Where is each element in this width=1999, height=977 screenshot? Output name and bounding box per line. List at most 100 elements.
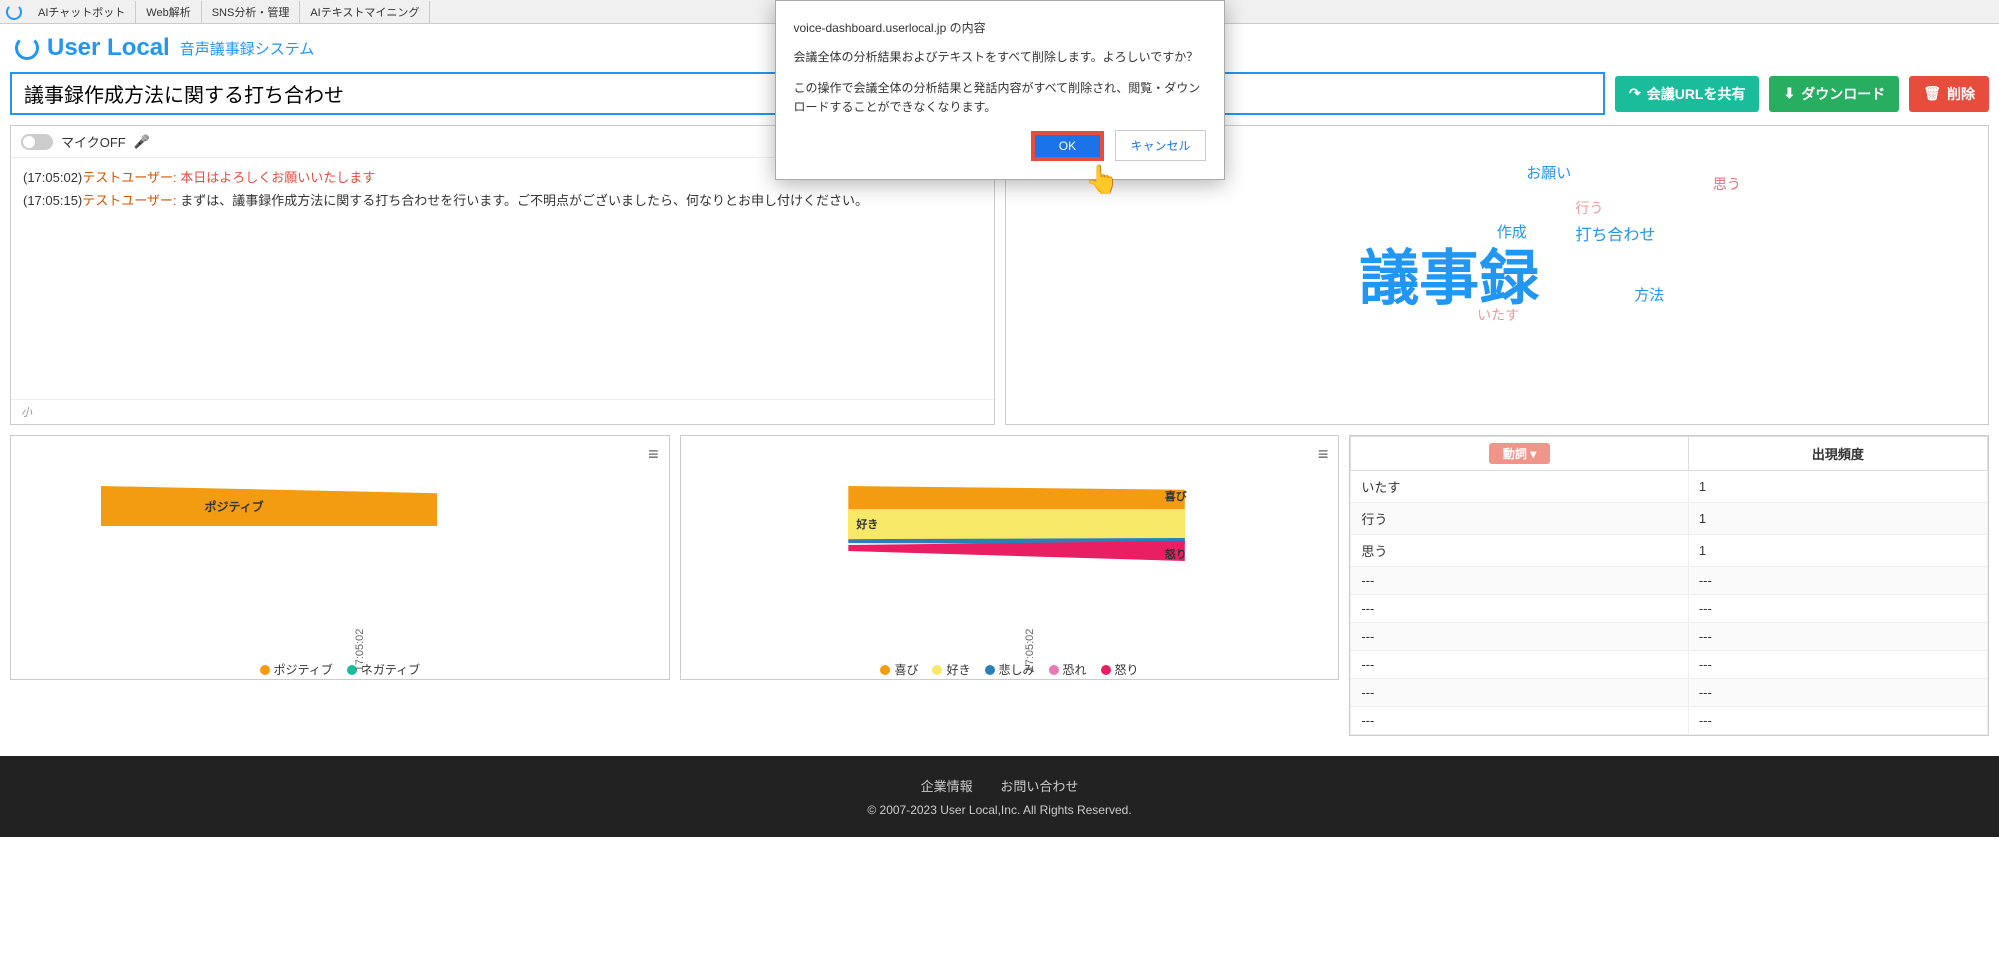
- dialog-domain: voice-dashboard.userlocal.jp の内容: [794, 19, 1206, 36]
- legend-dot: [932, 665, 942, 675]
- topnav-item-textmining[interactable]: AIテキストマイニング: [300, 1, 430, 23]
- count-cell: ---: [1688, 623, 1987, 651]
- brand-subtitle: 音声議事録システム: [180, 38, 315, 59]
- legend-label: 怒り: [1115, 661, 1139, 678]
- verb-cell: ---: [1351, 707, 1688, 735]
- dialog-buttons: OK 👆 キャンセル: [794, 130, 1206, 161]
- legend-item[interactable]: ポジティブ: [260, 661, 333, 678]
- table-row: いたす1: [1351, 471, 1988, 503]
- copyright: © 2007-2023 User Local,Inc. All Rights R…: [20, 803, 1979, 817]
- table-header-verb[interactable]: 動詞 ▾: [1351, 437, 1688, 471]
- brand-mini-icon: [6, 4, 22, 20]
- download-button[interactable]: ダウンロード: [1769, 76, 1899, 112]
- table-row: ------: [1351, 707, 1988, 735]
- legend-item[interactable]: 恐れ: [1049, 661, 1087, 678]
- stack-anger-label: 怒り: [1165, 546, 1187, 562]
- table-row: 思う1: [1351, 535, 1988, 567]
- verb-frequency-table: 動詞 ▾ 出現頻度 いたす1行う1思う1--------------------…: [1349, 435, 1989, 736]
- delete-button[interactable]: 削除: [1909, 76, 1989, 112]
- legend-label: 喜び: [894, 661, 918, 678]
- topnav-item-web[interactable]: Web解析: [136, 1, 201, 23]
- verb-cell: ---: [1351, 567, 1688, 595]
- count-cell: 1: [1688, 503, 1987, 535]
- download-label: ダウンロード: [1801, 84, 1885, 104]
- brand-name: User Local: [47, 34, 170, 62]
- count-cell: ---: [1688, 707, 1987, 735]
- chart1-xaxis-label: 17:05:02: [354, 629, 366, 672]
- verb-cell: ---: [1351, 623, 1688, 651]
- wordcloud-word: 思う: [1713, 174, 1741, 194]
- count-cell: ---: [1688, 651, 1987, 679]
- legend-label: ポジティブ: [274, 661, 333, 678]
- legend-item[interactable]: 好き: [932, 661, 970, 678]
- speech-text: まずは、議事録作成方法に関する打ち合わせを行います。ご不明点がございましたら、何…: [180, 193, 868, 208]
- dialog-ok-button[interactable]: OK 👆: [1031, 131, 1104, 161]
- mic-toggle[interactable]: [21, 134, 53, 150]
- emotion-stack: 喜び 好き 怒り: [848, 486, 1184, 566]
- chart2-xaxis-label: 17:05:02: [1024, 629, 1036, 672]
- confirm-dialog: voice-dashboard.userlocal.jp の内容 会議全体の分析…: [775, 0, 1225, 180]
- wordcloud-word: 作成: [1497, 221, 1527, 242]
- table-row: 行う1: [1351, 503, 1988, 535]
- chart-menu-icon[interactable]: ≡: [1318, 444, 1329, 465]
- table-row: ------: [1351, 679, 1988, 707]
- verb-cell: いたす: [1351, 471, 1688, 503]
- legend-label: ネガティブ: [361, 661, 420, 678]
- legend-dot: [260, 665, 270, 675]
- positive-bar: [101, 486, 437, 526]
- share-icon: [1629, 85, 1641, 102]
- verb-cell: ---: [1351, 595, 1688, 623]
- count-cell: 1: [1688, 471, 1987, 503]
- legend-dot: [1101, 665, 1111, 675]
- speaker: テストユーザー:: [82, 193, 176, 208]
- wordcloud-word: 行う: [1575, 198, 1603, 218]
- topnav-item-sns[interactable]: SNS分析・管理: [202, 1, 301, 23]
- chart2-legend: 喜び好き悲しみ恐れ怒り: [691, 661, 1329, 678]
- page-footer: 企業情報 お問い合わせ © 2007-2023 User Local,Inc. …: [0, 756, 1999, 837]
- sentiment-chart-area: ポジティブ 17:05:02: [101, 466, 619, 626]
- emotion-chart-area: 喜び 好き 怒り 17:05:02: [771, 466, 1289, 626]
- download-icon: [1783, 85, 1795, 102]
- positive-bar-label: ポジティブ: [205, 498, 264, 515]
- chart1-legend: ポジティブ ネガティブ: [21, 661, 659, 678]
- dialog-text-1: 会議全体の分析結果およびテキストをすべて削除します。よろしいですか？: [794, 48, 1206, 67]
- legend-item[interactable]: 怒り: [1101, 661, 1139, 678]
- charts-row: ≡ ポジティブ 17:05:02 ポジティブネガティブ ≡ 喜び 好き 怒り 1…: [0, 435, 1999, 746]
- brand-logo-icon: [15, 36, 39, 60]
- chart-menu-icon[interactable]: ≡: [648, 444, 659, 465]
- stack-like: [848, 509, 1184, 541]
- table-row: ------: [1351, 651, 1988, 679]
- topnav-item-chatbot[interactable]: AIチャットボット: [28, 1, 136, 23]
- wordcloud-word: お願い: [1526, 162, 1571, 183]
- count-cell: 1: [1688, 535, 1987, 567]
- count-cell: ---: [1688, 595, 1987, 623]
- verb-cell: ---: [1351, 679, 1688, 707]
- stack-joy: [848, 486, 1184, 511]
- timestamp: (17:05:02): [23, 170, 82, 185]
- table-header-freq[interactable]: 出現頻度: [1688, 437, 1987, 471]
- dialog-cancel-button[interactable]: キャンセル: [1115, 130, 1205, 161]
- transcript-body: (17:05:02)テストユーザー: 本日はよろしくお願いいたします(17:05…: [11, 158, 994, 399]
- count-cell: ---: [1688, 679, 1987, 707]
- verb-badge: 動詞 ▾: [1489, 443, 1550, 464]
- legend-dot: [1049, 665, 1059, 675]
- legend-item[interactable]: 喜び: [880, 661, 918, 678]
- footer-link-company[interactable]: 企業情報: [921, 779, 973, 794]
- count-cell: ---: [1688, 567, 1987, 595]
- wordcloud-word: いたす: [1477, 305, 1519, 325]
- stack-joy-label: 喜び: [1165, 488, 1187, 504]
- speaker: テストユーザー:: [82, 170, 176, 185]
- legend-dot: [985, 665, 995, 675]
- mic-label: マイクOFF: [61, 132, 126, 151]
- table-row: ------: [1351, 567, 1988, 595]
- legend-label: 恐れ: [1063, 661, 1087, 678]
- trash-icon: [1923, 85, 1941, 102]
- legend-label: 好き: [946, 661, 970, 678]
- footer-link-contact[interactable]: お問い合わせ: [1000, 779, 1078, 794]
- transcript-line: (17:05:15)テストユーザー: まずは、議事録作成方法に関する打ち合わせを…: [23, 189, 982, 212]
- share-url-button[interactable]: 会議URLを共有: [1615, 76, 1760, 112]
- stack-like-label: 好き: [856, 516, 878, 532]
- table-row: ------: [1351, 623, 1988, 651]
- legend-dot: [880, 665, 890, 675]
- dialog-text-2: この操作で会議全体の分析結果と発話内容がすべて削除され、閲覧・ダウンロードするこ…: [794, 79, 1206, 117]
